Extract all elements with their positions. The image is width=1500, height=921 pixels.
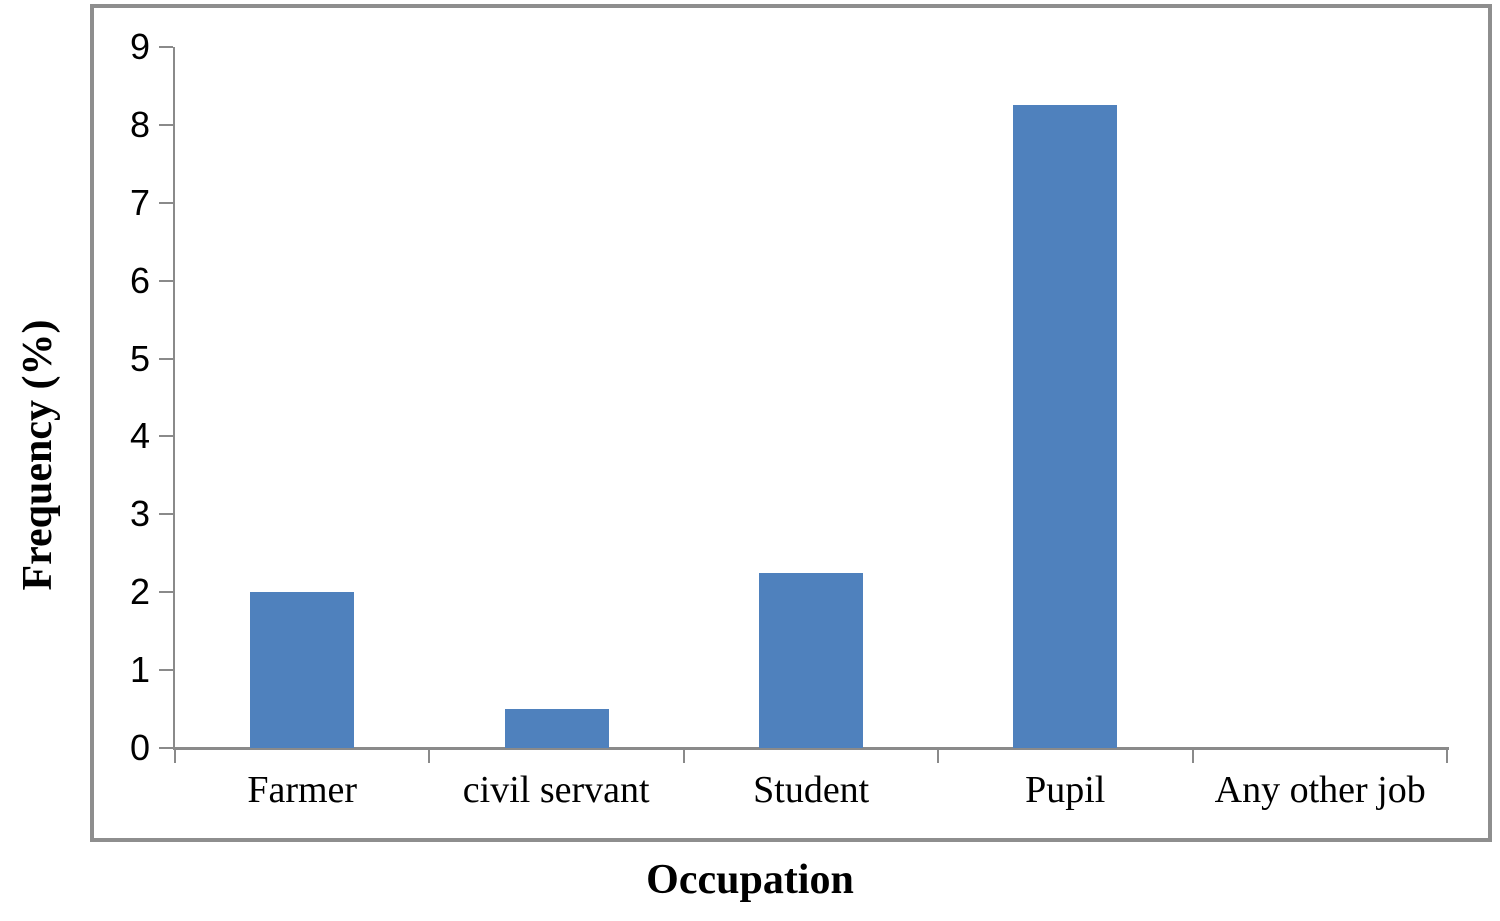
x-tick-mark bbox=[682, 748, 685, 763]
y-tick-label: 9 bbox=[129, 26, 150, 67]
y-tick-label: 2 bbox=[129, 571, 150, 613]
bar-civil-servant bbox=[505, 709, 609, 748]
x-tick-mark bbox=[937, 748, 940, 763]
y-tick-mark bbox=[159, 357, 173, 360]
y-tick-label: 3 bbox=[129, 493, 150, 535]
x-tick-mark bbox=[1191, 748, 1194, 763]
y-tick-mark bbox=[159, 279, 173, 282]
y-tick-label: 1 bbox=[129, 649, 150, 691]
bar-student bbox=[759, 573, 863, 748]
x-tick-mark bbox=[428, 748, 431, 763]
y-tick-label: 6 bbox=[129, 259, 150, 301]
bar-pupil bbox=[1013, 105, 1117, 748]
y-tick-label: 5 bbox=[129, 337, 150, 379]
x-category-label: Student bbox=[753, 769, 870, 811]
y-tick-mark bbox=[159, 591, 173, 594]
y-tick-mark bbox=[159, 669, 173, 672]
y-tick-label: 4 bbox=[129, 415, 150, 457]
x-tick-mark bbox=[174, 748, 176, 763]
x-category-label: Pupil bbox=[1025, 769, 1106, 811]
y-tick-mark bbox=[159, 201, 173, 204]
y-tick-mark bbox=[159, 747, 173, 749]
y-tick-mark bbox=[159, 46, 173, 48]
x-axis-line bbox=[173, 747, 1449, 750]
y-tick-label: 7 bbox=[129, 181, 150, 223]
y-axis-line bbox=[173, 47, 175, 748]
x-category-label: Farmer bbox=[247, 769, 358, 811]
x-tick-mark bbox=[1446, 748, 1448, 763]
x-axis-title: Occupation bbox=[646, 857, 854, 903]
y-axis-title: Frequency (%) bbox=[15, 319, 61, 591]
y-tick-mark bbox=[159, 513, 173, 516]
x-category-label: civil servant bbox=[462, 769, 650, 811]
y-tick-mark bbox=[159, 123, 173, 126]
y-tick-label: 0 bbox=[129, 727, 150, 768]
y-tick-label: 8 bbox=[129, 103, 150, 145]
x-category-label: Any other job bbox=[1214, 769, 1426, 811]
bar-farmer bbox=[250, 592, 354, 748]
y-tick-mark bbox=[159, 435, 173, 438]
